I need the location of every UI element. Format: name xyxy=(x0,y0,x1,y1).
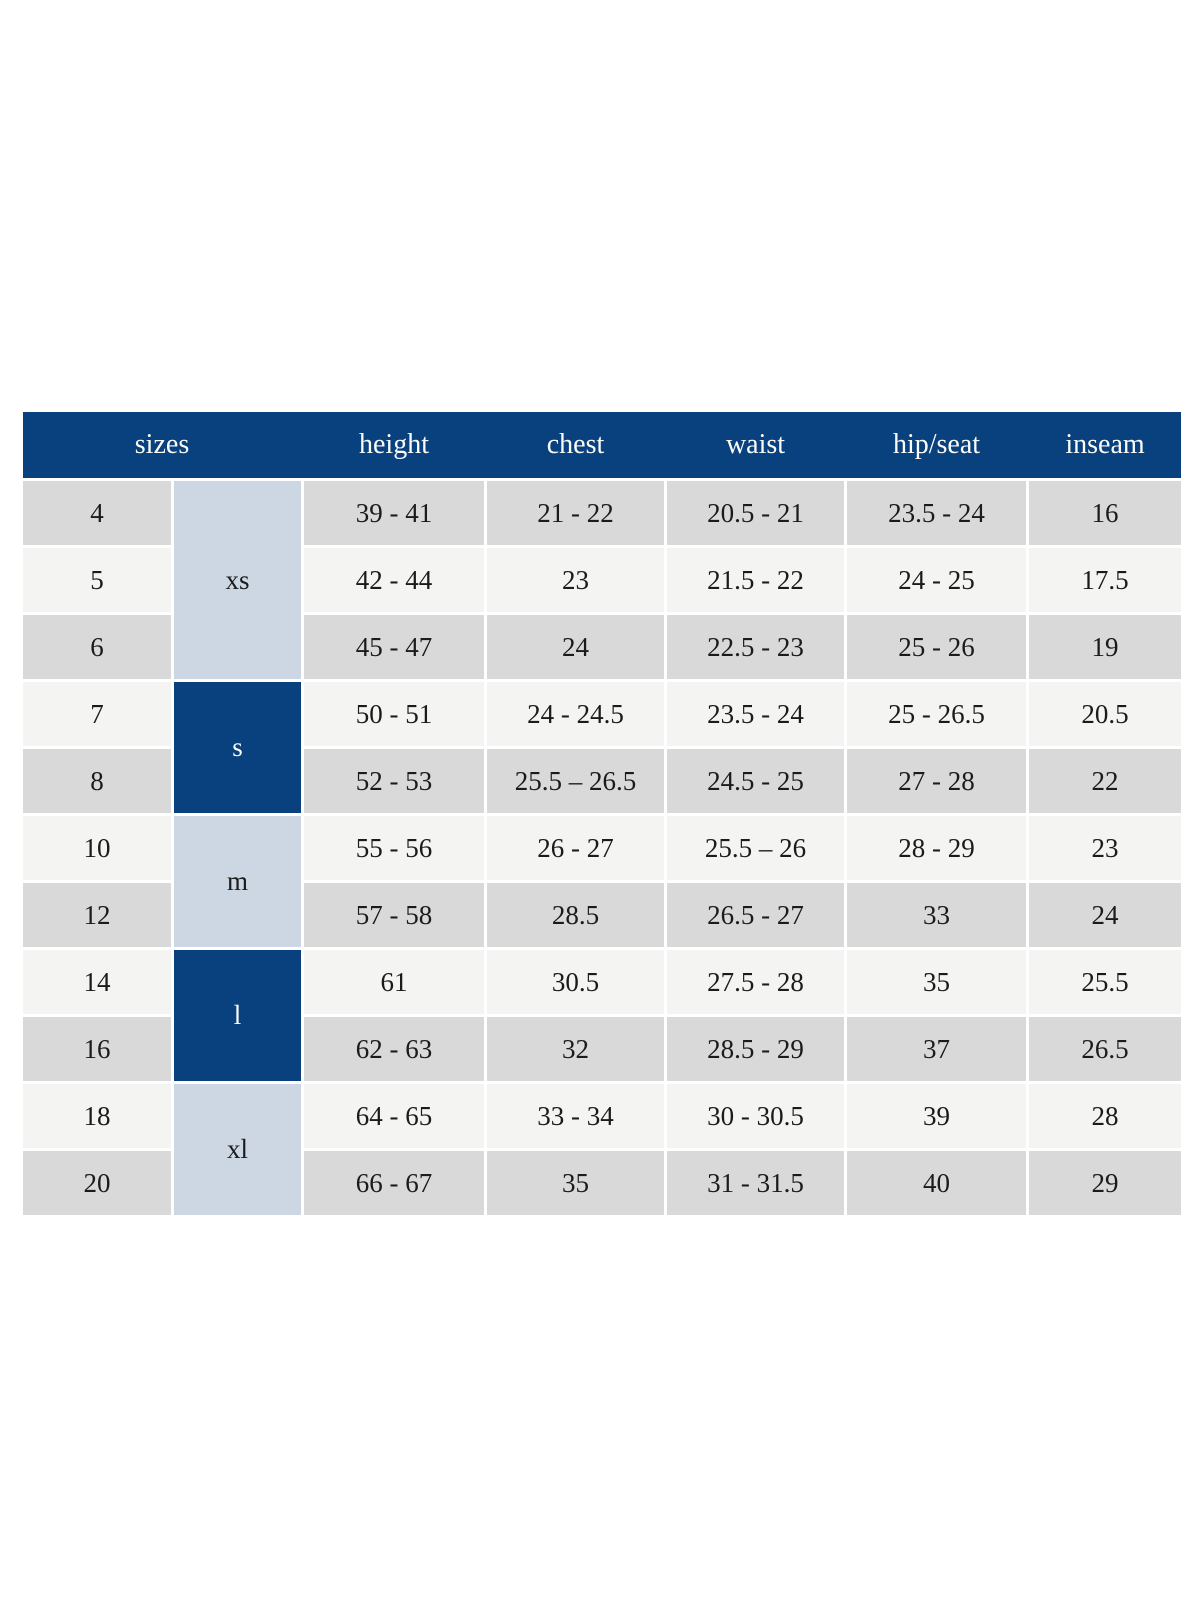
value-cell-height-size-14: 61 xyxy=(304,950,484,1014)
size-cell-18: 18 xyxy=(23,1084,171,1148)
value-cell-waist-size-4: 20.5 - 21 xyxy=(667,481,844,545)
value-cell-hip-seat-size-8: 27 - 28 xyxy=(847,749,1026,813)
size-cell-8: 8 xyxy=(23,749,171,813)
value-cell-waist-size-6: 22.5 - 23 xyxy=(667,615,844,679)
value-cell-inseam-size-5: 17.5 xyxy=(1029,548,1181,612)
value-cell-hip-seat-size-20: 40 xyxy=(847,1151,1026,1215)
value-cell-inseam-size-8: 22 xyxy=(1029,749,1181,813)
value-cell-hip-seat-size-5: 24 - 25 xyxy=(847,548,1026,612)
value-cell-hip-seat-size-4: 23.5 - 24 xyxy=(847,481,1026,545)
value-cell-height-size-10: 55 - 56 xyxy=(304,816,484,880)
size-cell-12: 12 xyxy=(23,883,171,947)
value-cell-inseam-size-18: 28 xyxy=(1029,1084,1181,1148)
value-cell-inseam-size-6: 19 xyxy=(1029,615,1181,679)
value-cell-waist-size-14: 27.5 - 28 xyxy=(667,950,844,1014)
value-cell-waist-size-5: 21.5 - 22 xyxy=(667,548,844,612)
header-cell-height: height xyxy=(359,429,429,460)
size-cell-20: 20 xyxy=(23,1151,171,1215)
value-cell-height-size-8: 52 - 53 xyxy=(304,749,484,813)
size-cell-7: 7 xyxy=(23,682,171,746)
header-cell-hip-seat: hip/seat xyxy=(892,429,981,460)
value-cell-waist-size-20: 31 - 31.5 xyxy=(667,1151,844,1215)
value-cell-inseam-size-16: 26.5 xyxy=(1029,1017,1181,1081)
value-cell-chest-size-20: 35 xyxy=(487,1151,664,1215)
size-cell-5: 5 xyxy=(23,548,171,612)
value-cell-chest-size-12: 28.5 xyxy=(487,883,664,947)
value-cell-inseam-size-10: 23 xyxy=(1029,816,1181,880)
value-cell-chest-size-18: 33 - 34 xyxy=(487,1084,664,1148)
value-cell-height-size-12: 57 - 58 xyxy=(304,883,484,947)
size-cell-14: 14 xyxy=(23,950,171,1014)
value-cell-hip-seat-size-18: 39 xyxy=(847,1084,1026,1148)
value-cell-chest-size-6: 24 xyxy=(487,615,664,679)
value-cell-hip-seat-size-12: 33 xyxy=(847,883,1026,947)
size-chart-table: sizes height chest waist hip/seat inseam… xyxy=(23,412,1181,1215)
size-cell-4: 4 xyxy=(23,481,171,545)
header-cell-chest: chest xyxy=(546,429,605,460)
table-header-row: sizes height chest waist hip/seat inseam xyxy=(23,412,1181,478)
size-group-cell-l: l xyxy=(174,950,301,1081)
value-cell-height-size-20: 66 - 67 xyxy=(304,1151,484,1215)
value-cell-waist-size-8: 24.5 - 25 xyxy=(667,749,844,813)
value-cell-hip-seat-size-14: 35 xyxy=(847,950,1026,1014)
value-cell-hip-seat-size-10: 28 - 29 xyxy=(847,816,1026,880)
value-cell-hip-seat-size-16: 37 xyxy=(847,1017,1026,1081)
header-cell-inseam: inseam xyxy=(1065,429,1145,460)
value-cell-chest-size-16: 32 xyxy=(487,1017,664,1081)
size-group-cell-s: s xyxy=(174,682,301,813)
value-cell-height-size-6: 45 - 47 xyxy=(304,615,484,679)
value-cell-inseam-size-14: 25.5 xyxy=(1029,950,1181,1014)
value-cell-inseam-size-12: 24 xyxy=(1029,883,1181,947)
value-cell-height-size-5: 42 - 44 xyxy=(304,548,484,612)
value-cell-height-size-18: 64 - 65 xyxy=(304,1084,484,1148)
value-cell-hip-seat-size-6: 25 - 26 xyxy=(847,615,1026,679)
value-cell-inseam-size-4: 16 xyxy=(1029,481,1181,545)
size-cell-10: 10 xyxy=(23,816,171,880)
value-cell-chest-size-7: 24 - 24.5 xyxy=(487,682,664,746)
table-body: 4 39 - 41 21 - 22 20.5 - 21 23.5 - 24 16 5 42 -… xyxy=(23,481,1181,1215)
value-cell-height-size-7: 50 - 51 xyxy=(304,682,484,746)
size-group-cell-m: m xyxy=(174,816,301,947)
value-cell-inseam-size-7: 20.5 xyxy=(1029,682,1181,746)
size-group-cell-xs: xs xyxy=(174,481,301,679)
size-cell-6: 6 xyxy=(23,615,171,679)
value-cell-waist-size-7: 23.5 - 24 xyxy=(667,682,844,746)
size-group-cell-xl: xl xyxy=(174,1084,301,1215)
header-cell-sizes: sizes xyxy=(134,429,190,460)
value-cell-hip-seat-size-7: 25 - 26.5 xyxy=(847,682,1026,746)
value-cell-chest-size-5: 23 xyxy=(487,548,664,612)
value-cell-chest-size-10: 26 - 27 xyxy=(487,816,664,880)
size-cell-16: 16 xyxy=(23,1017,171,1081)
value-cell-chest-size-14: 30.5 xyxy=(487,950,664,1014)
value-cell-chest-size-4: 21 - 22 xyxy=(487,481,664,545)
value-cell-waist-size-18: 30 - 30.5 xyxy=(667,1084,844,1148)
value-cell-chest-size-8: 25.5 – 26.5 xyxy=(487,749,664,813)
value-cell-waist-size-16: 28.5 - 29 xyxy=(667,1017,844,1081)
value-cell-height-size-4: 39 - 41 xyxy=(304,481,484,545)
value-cell-inseam-size-20: 29 xyxy=(1029,1151,1181,1215)
value-cell-height-size-16: 62 - 63 xyxy=(304,1017,484,1081)
value-cell-waist-size-12: 26.5 - 27 xyxy=(667,883,844,947)
header-cell-waist: waist xyxy=(725,429,786,460)
value-cell-waist-size-10: 25.5 – 26 xyxy=(667,816,844,880)
